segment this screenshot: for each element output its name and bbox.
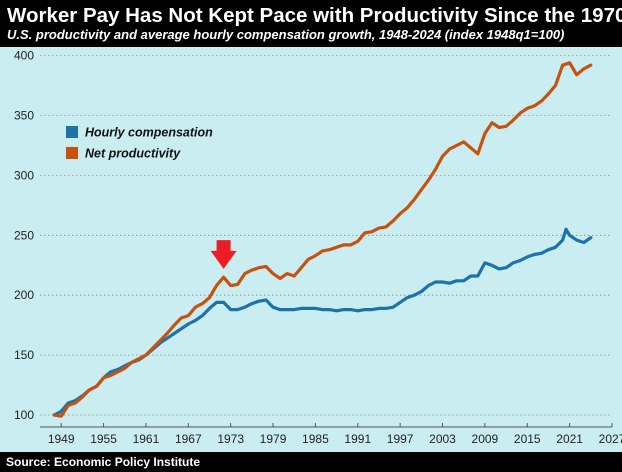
- legend-label-net-productivity: Net productivity: [85, 147, 181, 161]
- series-line-hourly-compensation: [52, 227, 593, 417]
- y-tick-label-300: 300: [14, 168, 34, 182]
- x-tick-label-2009: 2009: [472, 432, 499, 446]
- legend-swatch-net-productivity: [66, 147, 78, 159]
- x-tick-label-1967: 1967: [175, 432, 202, 446]
- series-line-net-productivity: [52, 61, 593, 418]
- legend-swatch-hourly-compensation: [66, 126, 78, 138]
- x-tick-label-2021: 2021: [556, 432, 583, 446]
- x-tick-label-1985: 1985: [302, 432, 329, 446]
- y-tick-label-150: 150: [14, 348, 34, 362]
- x-tick-label-2027: 2027: [599, 432, 622, 446]
- line-chart: 100 150 200 250 300 350 400 1949 1955 1961 1967 197…: [14, 49, 622, 446]
- x-tick-label-2015: 2015: [514, 432, 541, 446]
- x-tick-label-1979: 1979: [260, 432, 287, 446]
- x-tick-label-1949: 1949: [48, 432, 75, 446]
- x-tick-label-1961: 1961: [133, 432, 160, 446]
- annotation-arrow-icon: [210, 240, 237, 269]
- source-note: Source: Economic Policy Institute: [6, 455, 201, 469]
- y-tick-label-400: 400: [14, 49, 34, 63]
- x-tick-label-1991: 1991: [344, 432, 371, 446]
- y-tick-label-200: 200: [14, 288, 34, 302]
- y-tick-label-350: 350: [14, 108, 34, 122]
- legend-label-hourly-compensation: Hourly compensation: [85, 126, 213, 140]
- x-tick-label-1973: 1973: [217, 432, 244, 446]
- y-tick-label-100: 100: [14, 408, 34, 422]
- chart-subtitle: U.S. productivity and average hourly com…: [7, 27, 565, 42]
- x-tick-label-2003: 2003: [429, 432, 456, 446]
- plot-panel: 100 150 200 250 300 350 400 1949 1955 1961 1967 197…: [0, 47, 622, 452]
- chart-title: Worker Pay Has Not Kept Pace with Produc…: [7, 4, 622, 27]
- x-tick-label-1997: 1997: [387, 432, 414, 446]
- y-tick-label-250: 250: [14, 228, 34, 242]
- x-tick-label-1955: 1955: [90, 432, 117, 446]
